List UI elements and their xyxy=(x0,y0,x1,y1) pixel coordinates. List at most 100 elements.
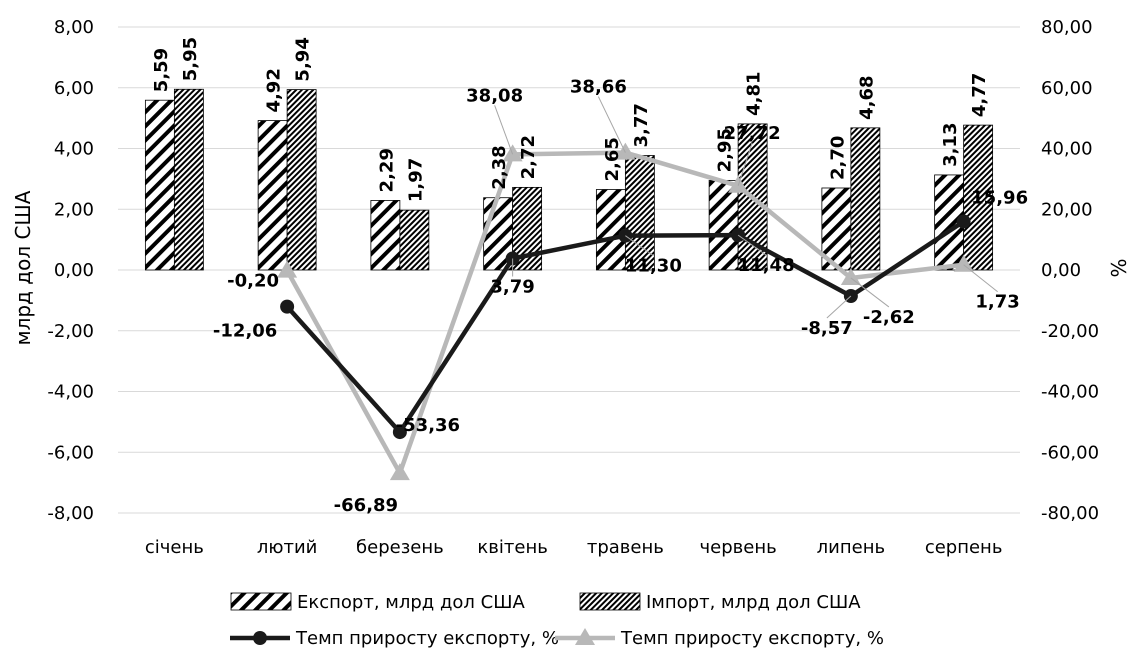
bar-value-label: 4,81 xyxy=(744,71,765,115)
bar-value-label: 2,72 xyxy=(518,135,539,179)
line-value-label: 38,66 xyxy=(570,77,627,98)
legend-label-export: Експорт, млрд дол США xyxy=(297,592,525,613)
bars xyxy=(144,88,994,271)
bar-value-label: 2,38 xyxy=(489,145,510,189)
line-point-marker xyxy=(615,142,636,160)
line-point-marker xyxy=(840,267,861,285)
label-leader-line xyxy=(625,235,654,257)
y-tick-label: -6,00 xyxy=(47,442,94,463)
bar-value-label: 5,59 xyxy=(151,48,172,92)
y2-tick-label: 80,00 xyxy=(1041,17,1093,38)
y2-tick-label: 40,00 xyxy=(1041,139,1093,160)
line-value-label: -0,20 xyxy=(227,271,279,292)
bar-value-label: 2,29 xyxy=(376,148,397,192)
x-tick-label: липень xyxy=(817,537,885,558)
x-tick-label: червень xyxy=(700,537,777,558)
bar-import xyxy=(850,127,881,271)
x-tick-label: лютий xyxy=(257,537,318,558)
bar-import xyxy=(173,88,204,271)
bar-export xyxy=(595,189,626,271)
label-leader-line xyxy=(494,105,514,155)
x-tick-label: березень xyxy=(356,537,444,558)
y2-tick-label: -40,00 xyxy=(1041,382,1099,403)
line-point-marker xyxy=(389,463,410,481)
bar-export xyxy=(257,120,288,271)
bar-import xyxy=(399,209,430,271)
bar-value-label: 5,94 xyxy=(293,37,314,81)
line-value-label: -66,89 xyxy=(334,495,398,516)
label-leader-lines xyxy=(494,96,998,319)
line-point-marker xyxy=(277,260,298,278)
line-value-label: -53,36 xyxy=(396,415,460,436)
label-leader-line xyxy=(597,96,626,153)
line-value-label: -2,62 xyxy=(863,307,915,328)
legend-swatch-import xyxy=(579,592,641,611)
x-tick-label: травень xyxy=(587,537,664,558)
bar-value-label: 2,65 xyxy=(602,137,623,181)
line-point-marker xyxy=(280,299,295,314)
line-value-label: 11,30 xyxy=(625,256,682,277)
bar-import xyxy=(286,89,317,271)
legend-marker-circle xyxy=(253,631,267,645)
label-leader-line xyxy=(737,142,753,186)
label-leader-line xyxy=(826,295,852,319)
y2-axis-title: % xyxy=(1107,258,1131,277)
line-value-label: -12,06 xyxy=(213,321,277,342)
line-value-label: 15,96 xyxy=(971,188,1028,209)
bar-import xyxy=(963,124,994,271)
line-value-label: 11,48 xyxy=(738,255,795,276)
label-leader-line xyxy=(850,277,890,308)
axes: млрд дол США % 8,00 80,00 6,00 60,00 4,00 40,… xyxy=(11,17,1131,558)
line-value-label: 3,79 xyxy=(490,276,534,297)
bar-value-label: 4,68 xyxy=(856,75,877,119)
bar-export xyxy=(144,99,175,271)
bar-value-label: 1,97 xyxy=(405,158,426,202)
line-point-marker xyxy=(502,144,523,162)
y2-tick-label: 0,00 xyxy=(1041,260,1081,281)
bar-value-label: 4,92 xyxy=(264,68,285,112)
line-value-label: 27,72 xyxy=(724,123,781,144)
line-point-marker xyxy=(956,214,971,229)
bar-value-label: 3,77 xyxy=(631,103,652,147)
y-tick-label: 0,00 xyxy=(54,260,94,281)
bar-value-label: 2,70 xyxy=(827,136,848,180)
label-leader-line xyxy=(737,234,767,256)
label-leader-line xyxy=(963,264,998,293)
y-tick-label: 2,00 xyxy=(54,199,94,220)
legend: Експорт, млрд дол США Імпорт, млрд дол СШ… xyxy=(230,592,884,649)
line-value-label: 38,08 xyxy=(466,85,523,106)
data-labels: 5,59 4,92 2,29 2,38 2,65 2,95 2,70 3,13 5,95 5,94… xyxy=(151,37,1028,516)
y-tick-label: -2,00 xyxy=(47,321,94,342)
y-tick-label: 8,00 xyxy=(54,17,94,38)
y-tick-label: 6,00 xyxy=(54,78,94,99)
legend-label-import: Імпорт, млрд дол США xyxy=(646,592,861,613)
y2-tick-label: -20,00 xyxy=(1041,321,1099,342)
x-tick-label: серпень xyxy=(925,537,1003,558)
line-point-marker xyxy=(953,254,974,272)
line-value-label: 1,73 xyxy=(975,292,1019,313)
bar-value-label: 4,77 xyxy=(969,73,990,117)
bar-export xyxy=(708,179,739,271)
y2-tick-label: -60,00 xyxy=(1041,442,1099,463)
x-tick-label: січень xyxy=(145,537,204,558)
y-tick-label: 4,00 xyxy=(54,139,94,160)
bar-value-label: 3,13 xyxy=(940,123,961,167)
bar-value-label: 5,95 xyxy=(180,37,201,81)
y-tick-label: -8,00 xyxy=(47,503,94,524)
y2-tick-label: -80,00 xyxy=(1041,503,1099,524)
y-tick-label: -4,00 xyxy=(47,382,94,403)
legend-label-line-black: Темп приросту експорту, % xyxy=(295,628,559,649)
y2-tick-label: 20,00 xyxy=(1041,199,1093,220)
x-tick-label: квітень xyxy=(477,537,547,558)
y-axis-title: млрд дол США xyxy=(11,190,35,345)
legend-swatch-export xyxy=(230,592,292,611)
bar-export xyxy=(370,200,401,271)
legend-label-line-gray: Темп приросту експорту, % xyxy=(620,628,884,649)
line-value-label: -8,57 xyxy=(801,318,853,339)
line-point-marker xyxy=(392,425,407,440)
y2-tick-label: 60,00 xyxy=(1041,78,1093,99)
legend-marker-triangle xyxy=(575,628,595,645)
bar-value-label: 2,95 xyxy=(715,128,736,172)
